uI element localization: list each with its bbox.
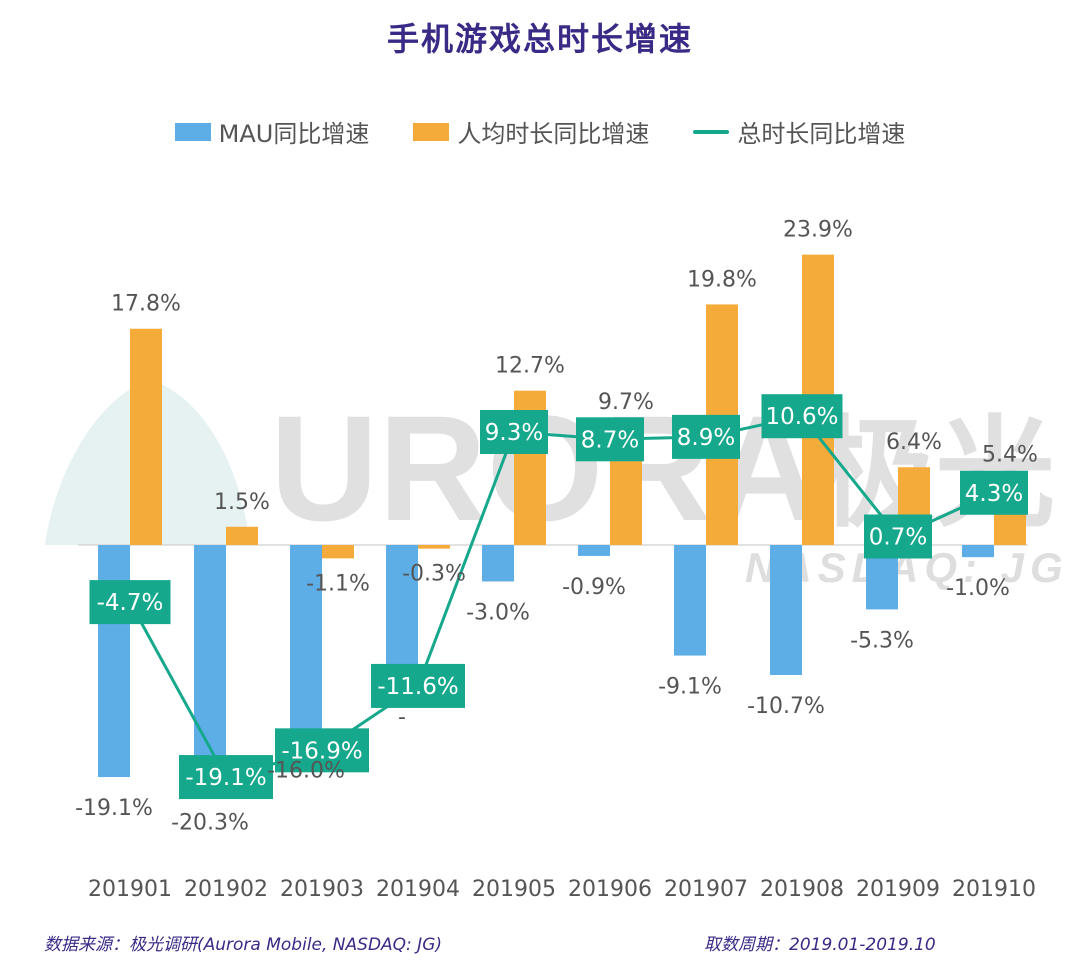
legend-item-total[interactable]: 总时长同比增速 xyxy=(693,114,905,149)
data-label-mau: -9.1% xyxy=(658,675,722,700)
data-label-box-total xyxy=(761,394,843,439)
data-label-per-capita: 5.4% xyxy=(982,442,1038,467)
x-tick-label: 201907 xyxy=(664,877,748,902)
data-label-box-total xyxy=(864,514,932,559)
data-label-total: 0.7% xyxy=(869,524,927,550)
data-label-mau: -16.0% xyxy=(267,758,345,783)
data-label-box-total xyxy=(371,663,465,708)
bar-mau xyxy=(194,545,226,792)
bar-mau xyxy=(674,545,706,656)
data-label-total: -4.7% xyxy=(97,590,164,616)
data-label-total: -11.6% xyxy=(377,674,458,700)
x-tick-label: 201904 xyxy=(376,877,460,902)
legend-item-per-capita[interactable]: 人均时长同比增速 xyxy=(413,114,649,149)
data-label-mau: -10.7% xyxy=(747,694,825,719)
bar-mau xyxy=(290,545,322,740)
data-label-per-capita: 6.4% xyxy=(886,430,942,455)
bar-mau xyxy=(578,545,610,556)
legend-item-mau[interactable]: MAU同比增速 xyxy=(174,114,370,149)
x-tick-label: 201910 xyxy=(952,877,1036,902)
data-label-per-capita: 12.7% xyxy=(495,354,565,379)
legend: MAU同比增速 人均时长同比增速 总时长同比增速 xyxy=(0,114,1080,149)
line-total xyxy=(128,414,995,779)
x-tick-label: 201908 xyxy=(760,877,844,902)
x-tick-label: 201909 xyxy=(856,877,940,902)
data-label-mau: -19.1% xyxy=(75,796,153,821)
data-label-mau: - xyxy=(398,705,406,730)
x-tick-label: 201906 xyxy=(568,877,652,902)
data-label-mau: -3.0% xyxy=(466,600,530,625)
data-label-box-total xyxy=(576,417,644,462)
data-label-per-capita: 9.7% xyxy=(598,390,654,415)
bar-per-capita xyxy=(226,526,258,545)
bar-mau xyxy=(770,545,802,676)
data-label-box-total xyxy=(480,410,548,455)
data-label-total: 8.9% xyxy=(677,425,735,451)
data-label-total: 9.3% xyxy=(485,420,543,446)
x-tick-label: 201902 xyxy=(184,877,268,902)
bar-per-capita xyxy=(130,328,162,545)
bar-mau xyxy=(386,545,418,686)
data-label-mau: -1.0% xyxy=(946,576,1010,601)
footer-period: 取数周期：2019.01-2019.10 xyxy=(704,935,936,955)
data-label-box-total xyxy=(179,755,273,800)
data-label-total: 4.3% xyxy=(965,481,1023,507)
data-label-per-capita: -0.3% xyxy=(402,562,466,587)
legend-swatch-mau xyxy=(174,122,211,141)
data-label-per-capita: 17.8% xyxy=(111,292,181,317)
x-tick-label: 201903 xyxy=(280,877,364,902)
legend-swatch-per-capita xyxy=(413,122,450,141)
bar-mau xyxy=(98,545,130,778)
legend-label-total: 总时长同比增速 xyxy=(737,120,906,148)
bar-per-capita xyxy=(322,545,354,559)
data-label-total: -16.9% xyxy=(281,738,362,764)
data-label-box-total xyxy=(89,580,171,625)
data-label-per-capita: 19.8% xyxy=(687,267,757,292)
data-label-mau: -0.9% xyxy=(562,575,626,600)
legend-swatch-total xyxy=(693,129,730,134)
data-label-mau: -5.3% xyxy=(850,628,914,653)
data-label-total: 8.7% xyxy=(581,427,639,453)
bar-mau xyxy=(962,545,994,558)
data-label-box-total xyxy=(275,728,369,773)
bar-mau xyxy=(482,545,514,582)
legend-label-mau: MAU同比增速 xyxy=(218,120,370,148)
x-tick-label: 201901 xyxy=(88,877,172,902)
bar-per-capita xyxy=(418,545,450,549)
data-label-total: -19.1% xyxy=(185,765,266,791)
data-label-per-capita: 1.5% xyxy=(214,490,270,515)
data-label-total: 10.6% xyxy=(765,404,838,430)
data-label-per-capita: 23.9% xyxy=(783,218,853,243)
footer-source: 数据来源：极光调研(Aurora Mobile, NASDAQ: JG) xyxy=(44,935,442,955)
chart-title: 手机游戏总时长增速 xyxy=(386,20,693,58)
data-label-box-total xyxy=(960,470,1028,515)
data-label-box-total xyxy=(672,414,740,459)
legend-label-per-capita: 人均时长同比增速 xyxy=(457,120,650,148)
x-tick-label: 201905 xyxy=(472,877,556,902)
data-label-mau: -20.3% xyxy=(171,811,249,836)
data-label-per-capita: -1.1% xyxy=(306,571,370,596)
